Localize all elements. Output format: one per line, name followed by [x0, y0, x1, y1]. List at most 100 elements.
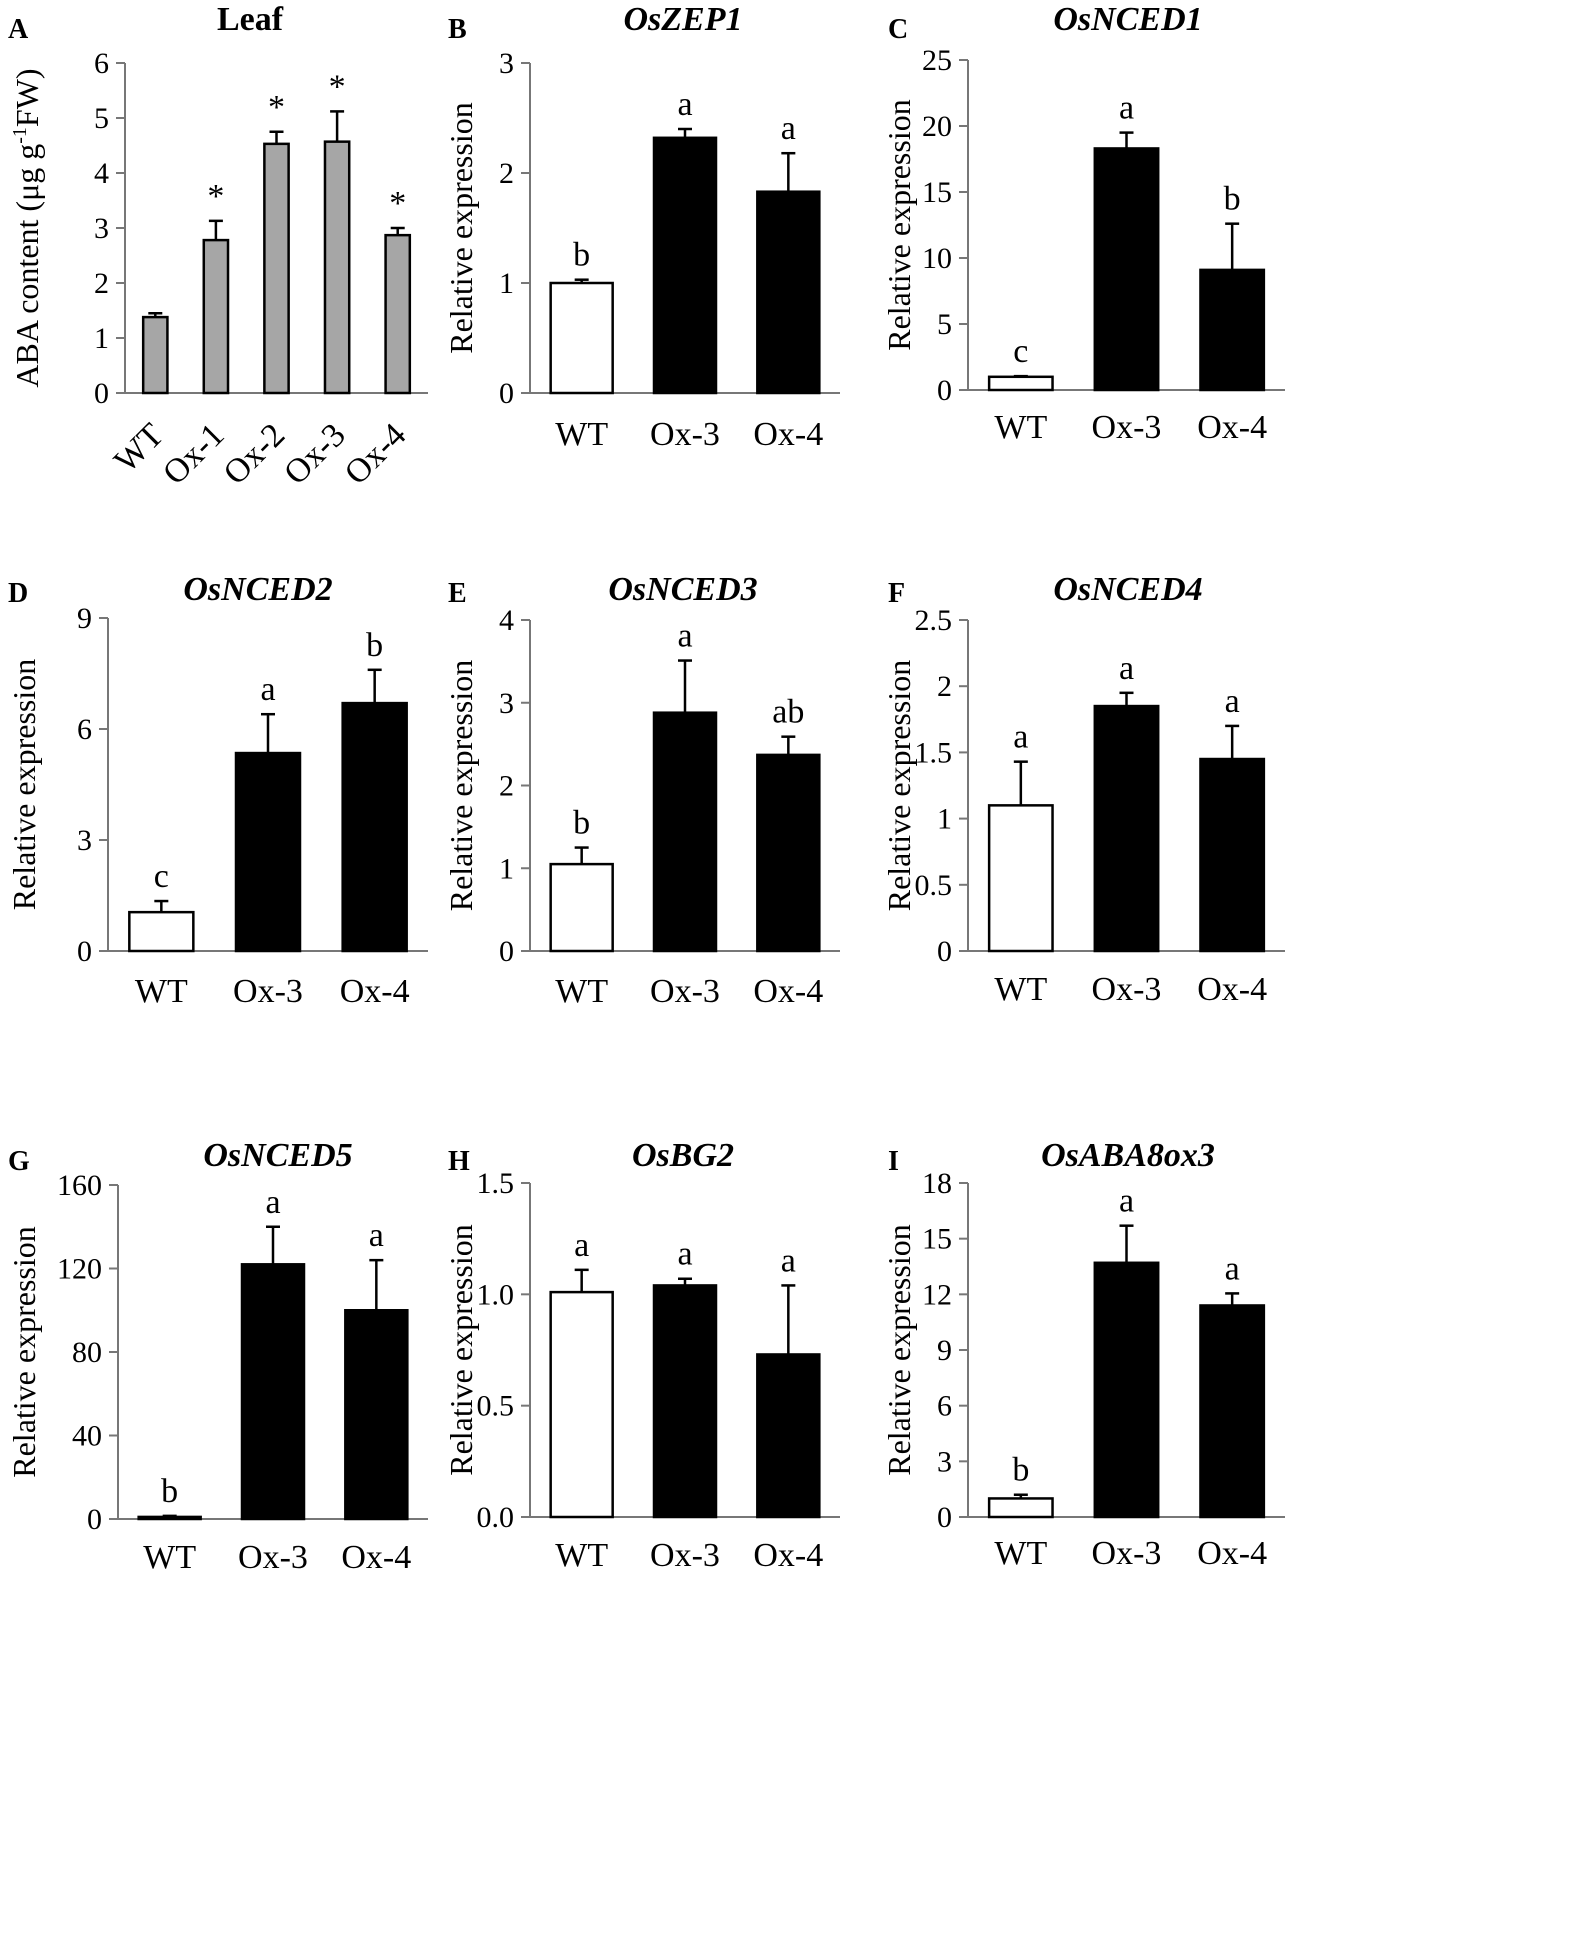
y-tick-label: 0: [937, 1501, 952, 1534]
y-tick-label: 160: [57, 1169, 102, 1202]
y-tick-label: 1: [499, 267, 514, 300]
bar: [137, 1515, 202, 1521]
bar: [323, 140, 351, 395]
category-label: Ox-3: [1092, 409, 1162, 446]
y-tick-label: 0: [77, 935, 92, 968]
bar: [987, 1497, 1054, 1519]
y-tick-label: 0: [937, 374, 952, 407]
category-label: WT: [555, 973, 608, 1010]
panel-letter: A: [8, 14, 29, 45]
significance-label: a: [781, 110, 796, 147]
panel-title: OsNCED1: [1053, 1, 1202, 38]
y-tick-label: 1: [937, 803, 952, 836]
y-tick-label: 3: [499, 47, 514, 80]
significance-label: a: [1119, 1183, 1134, 1220]
panel-g: G OsNCED5 0 40 80 120 160 Relative expression bW…: [6, 1137, 428, 1576]
bar: [341, 701, 408, 953]
panel-title: OsNCED3: [608, 571, 757, 608]
significance-label: a: [677, 618, 692, 655]
y-tick-label: 2: [499, 770, 514, 803]
y-tick-label: 3: [499, 687, 514, 720]
bar: [987, 375, 1054, 392]
bar: [987, 804, 1054, 953]
significance-label: a: [677, 86, 692, 123]
bar: [652, 711, 718, 953]
y-tick-label: 18: [922, 1167, 952, 1200]
y-tick-label: 20: [922, 110, 952, 143]
y-axis-label: Relative expression: [881, 660, 917, 911]
significance-label: c: [154, 858, 169, 895]
y-tick-label: 4: [94, 157, 109, 190]
bar: [202, 238, 230, 395]
y-tick-label: 5: [94, 102, 109, 135]
y-tick-label: 0: [499, 377, 514, 410]
significance-label: c: [1013, 333, 1028, 370]
y-tick-label: 1: [499, 852, 514, 885]
y-tick-label: 25: [922, 44, 952, 77]
significance-label: a: [260, 671, 275, 708]
category-label: Ox-3: [650, 416, 720, 453]
panel-letter: B: [448, 14, 467, 45]
category-label: Ox-3: [1092, 1535, 1162, 1572]
panel-letter: H: [448, 1146, 470, 1177]
panel-h: H OsBG2 0.0 0.5 1.0 1.5 Relative expression a WT…: [443, 1137, 840, 1574]
y-tick-label: 2.5: [915, 604, 953, 637]
y-axis-label: Relative expression: [443, 102, 479, 353]
category-label: Ox-3: [233, 973, 303, 1010]
significance-label: b: [1224, 181, 1241, 218]
panel-letter: I: [888, 1146, 899, 1177]
bar: [756, 1353, 821, 1519]
bar: [344, 1309, 409, 1521]
significance-label: b: [573, 237, 590, 274]
significance-label: ab: [772, 694, 804, 731]
y-axis-label: Relative expression: [881, 1224, 917, 1475]
bar: [1093, 147, 1160, 392]
category-label: Ox-4: [753, 973, 823, 1010]
significance-label: a: [574, 1227, 589, 1264]
bar: [1199, 1304, 1266, 1519]
category-label: Ox-3: [650, 973, 720, 1010]
panel-f: F OsNCED4 0 0.5 1 1.5 2 2.5 Relative expression a…: [881, 571, 1285, 1008]
y-tick-label: 0.5: [915, 869, 953, 902]
category-label: Ox-4: [341, 1539, 411, 1576]
y-tick-label: 2: [499, 157, 514, 190]
bar: [384, 233, 412, 395]
bar: [263, 142, 290, 395]
bar: [1093, 1261, 1160, 1519]
y-tick-label: 2: [937, 670, 952, 703]
panel-title: Leaf: [217, 1, 284, 38]
panel-letter: E: [448, 578, 467, 609]
y-axis-label: Relative expression: [443, 1224, 479, 1475]
significance-label: *: [207, 178, 224, 215]
panel-letter: F: [888, 578, 905, 609]
category-label: Ox-3: [1092, 971, 1162, 1008]
panel-title: OsABA8ox3: [1041, 1137, 1215, 1174]
bar: [234, 751, 302, 953]
significance-label: a: [1119, 90, 1134, 127]
significance-label: a: [781, 1242, 796, 1279]
panel-title: OsNCED2: [183, 571, 332, 608]
significance-label: *: [268, 89, 285, 126]
y-tick-label: 3: [94, 212, 109, 245]
y-tick-label: 0: [87, 1503, 102, 1536]
significance-label: b: [161, 1473, 178, 1510]
category-label: WT: [555, 1537, 608, 1574]
y-tick-label: 15: [922, 176, 952, 209]
panel-b: B OsZEP1 0 1 2 3 Relative expression b WT a Ox-3 a O…: [443, 1, 840, 453]
bar: [1093, 704, 1160, 953]
category-label: WT: [994, 1535, 1047, 1572]
panel-title: OsZEP1: [624, 1, 743, 38]
category-label: Ox-4: [1197, 409, 1267, 446]
bar: [128, 910, 195, 953]
significance-label: a: [677, 1236, 692, 1273]
bar: [1199, 268, 1266, 392]
y-tick-label: 15: [922, 1223, 952, 1256]
y-tick-label: 6: [937, 1390, 952, 1423]
bar: [549, 862, 614, 953]
panel-title: OsNCED5: [203, 1137, 352, 1174]
y-tick-label: 10: [922, 242, 952, 275]
bar: [141, 315, 169, 395]
y-tick-label: 120: [57, 1253, 102, 1286]
